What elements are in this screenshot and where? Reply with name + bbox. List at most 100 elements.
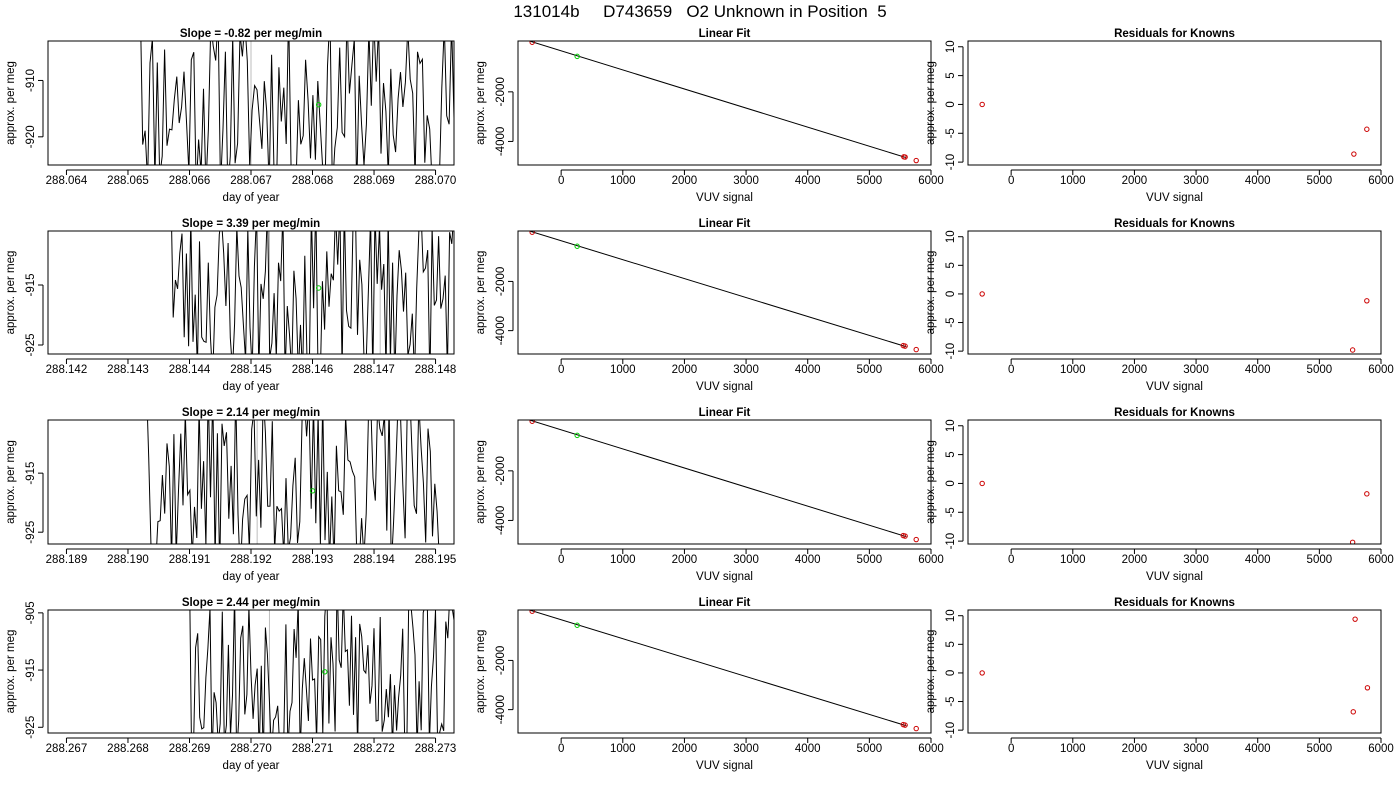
x-tick-label: 1000 — [1060, 175, 1086, 187]
x-tick-label: 6000 — [918, 554, 944, 566]
x-tick-label: 0 — [1008, 364, 1014, 376]
y-axis-label: approx. per meg — [925, 440, 937, 524]
x-axis-label: VUV signal — [1146, 381, 1203, 393]
y-tick-label: 0 — [945, 291, 957, 297]
y-tick-label: -5 — [945, 696, 957, 706]
plot-box — [47, 230, 455, 355]
y-tick-label: -2000 — [495, 646, 507, 675]
x-tick-label: 5000 — [857, 554, 883, 566]
x-tick-label: 0 — [1008, 743, 1014, 755]
known-point — [1364, 298, 1370, 304]
x-tick-label: 4000 — [795, 743, 821, 755]
y-tick-label: -910 — [25, 69, 37, 92]
x-tick-label: 2000 — [672, 554, 698, 566]
x-tick-label: 3000 — [1183, 554, 1209, 566]
x-tick-label: 288.145 — [230, 364, 272, 376]
x-tick-label: 288.142 — [46, 364, 88, 376]
x-tick-label: 4000 — [795, 364, 821, 376]
unknown-point — [574, 622, 580, 628]
panel-title: Linear Fit — [699, 218, 751, 230]
y-axis-label: approx. per meg — [925, 61, 937, 145]
x-tick-label: 1000 — [1060, 554, 1086, 566]
data-trace — [140, 41, 454, 165]
known-point — [979, 670, 985, 676]
known-point — [1364, 491, 1370, 497]
x-tick-label: 5000 — [1307, 364, 1333, 376]
x-tick-label: 288.066 — [169, 175, 211, 187]
y-tick-label: -925 — [25, 333, 37, 356]
plot-box — [517, 419, 932, 545]
x-tick-label: 1000 — [1060, 364, 1086, 376]
plot-box — [517, 230, 932, 355]
y-tick-label: -4000 — [495, 127, 507, 156]
x-tick-label: 1000 — [610, 554, 636, 566]
y-axis-label: approx. per meg — [5, 440, 17, 524]
plot-box — [47, 40, 455, 166]
unknown-point — [574, 432, 580, 439]
known-point — [1349, 539, 1356, 544]
plot-box — [967, 230, 1382, 355]
data-trace — [171, 231, 454, 354]
x-tick-label: 2000 — [1122, 175, 1148, 187]
y-tick-label: -915 — [25, 659, 37, 682]
x-axis-label: day of year — [223, 571, 280, 583]
known-point — [913, 536, 919, 543]
plot-box — [517, 40, 932, 166]
x-tick-label: 6000 — [1368, 554, 1394, 566]
y-tick-label: -10 — [945, 722, 957, 739]
y-axis-label: approx. per meg — [5, 61, 17, 145]
x-tick-label: 288.064 — [46, 175, 88, 187]
x-tick-label: 4000 — [795, 175, 821, 187]
panel-title: Residuals for Knowns — [1114, 597, 1235, 609]
plot-area — [527, 610, 919, 732]
y-tick-label: -915 — [25, 462, 37, 485]
x-tick-label: 288.146 — [292, 364, 334, 376]
panel-title: Residuals for Knowns — [1114, 218, 1235, 230]
x-tick-label: 288.148 — [415, 364, 457, 376]
x-tick-label: 0 — [558, 364, 564, 376]
x-tick-label: 3000 — [733, 743, 759, 755]
known-point — [902, 343, 908, 349]
x-tick-label: 3000 — [733, 175, 759, 187]
y-tick-label: -5 — [945, 317, 957, 327]
x-tick-label: 288.143 — [107, 364, 149, 376]
y-tick-label: 10 — [945, 40, 957, 53]
y-tick-label: 0 — [945, 101, 957, 107]
unknown-point — [309, 488, 316, 494]
panel-title: Slope = 2.14 per meg/min — [182, 407, 320, 419]
known-point — [1364, 126, 1370, 132]
x-tick-label: 4000 — [1245, 554, 1271, 566]
y-tick-label: 0 — [945, 670, 957, 676]
y-axis-label: approx. per meg — [925, 251, 937, 335]
panel-title: Linear Fit — [699, 28, 751, 40]
plot-area — [527, 231, 919, 353]
x-tick-label: 288.270 — [230, 743, 272, 755]
panel-1-0: Slope = 3.39 per meg/min 288.142 288.143 28… — [5, 218, 457, 393]
fit-line — [527, 610, 907, 727]
fit-line — [527, 420, 907, 538]
x-tick-label: 3000 — [1183, 364, 1209, 376]
plot-box — [47, 609, 455, 734]
panel-1-2: Residuals for Knowns 0 1000 2000 3000 4000 500… — [925, 218, 1394, 393]
x-tick-label: 6000 — [1368, 364, 1394, 376]
x-axis-label: VUV signal — [696, 192, 753, 204]
x-tick-label: 6000 — [918, 364, 944, 376]
x-tick-label: 2000 — [672, 364, 698, 376]
fit-line — [527, 231, 907, 348]
x-axis-label: day of year — [223, 192, 280, 204]
unknown-point — [322, 669, 328, 675]
known-point — [902, 722, 908, 728]
x-tick-label: 288.195 — [415, 554, 457, 566]
x-tick-label: 4000 — [1245, 175, 1271, 187]
known-point — [913, 725, 919, 732]
panel-3-0: Slope = 2.44 per meg/min 288.267 288.268 28… — [5, 597, 456, 772]
y-tick-label: -925 — [25, 521, 37, 544]
plot-area — [979, 101, 1370, 157]
panel-3-2: Residuals for Knowns 0 1000 2000 3000 4000 500… — [925, 597, 1394, 772]
y-axis-label: approx. per meg — [5, 630, 17, 714]
x-tick-label: 5000 — [857, 364, 883, 376]
known-point — [1351, 151, 1357, 157]
x-tick-label: 288.269 — [169, 743, 211, 755]
y-tick-label: 0 — [945, 480, 957, 486]
